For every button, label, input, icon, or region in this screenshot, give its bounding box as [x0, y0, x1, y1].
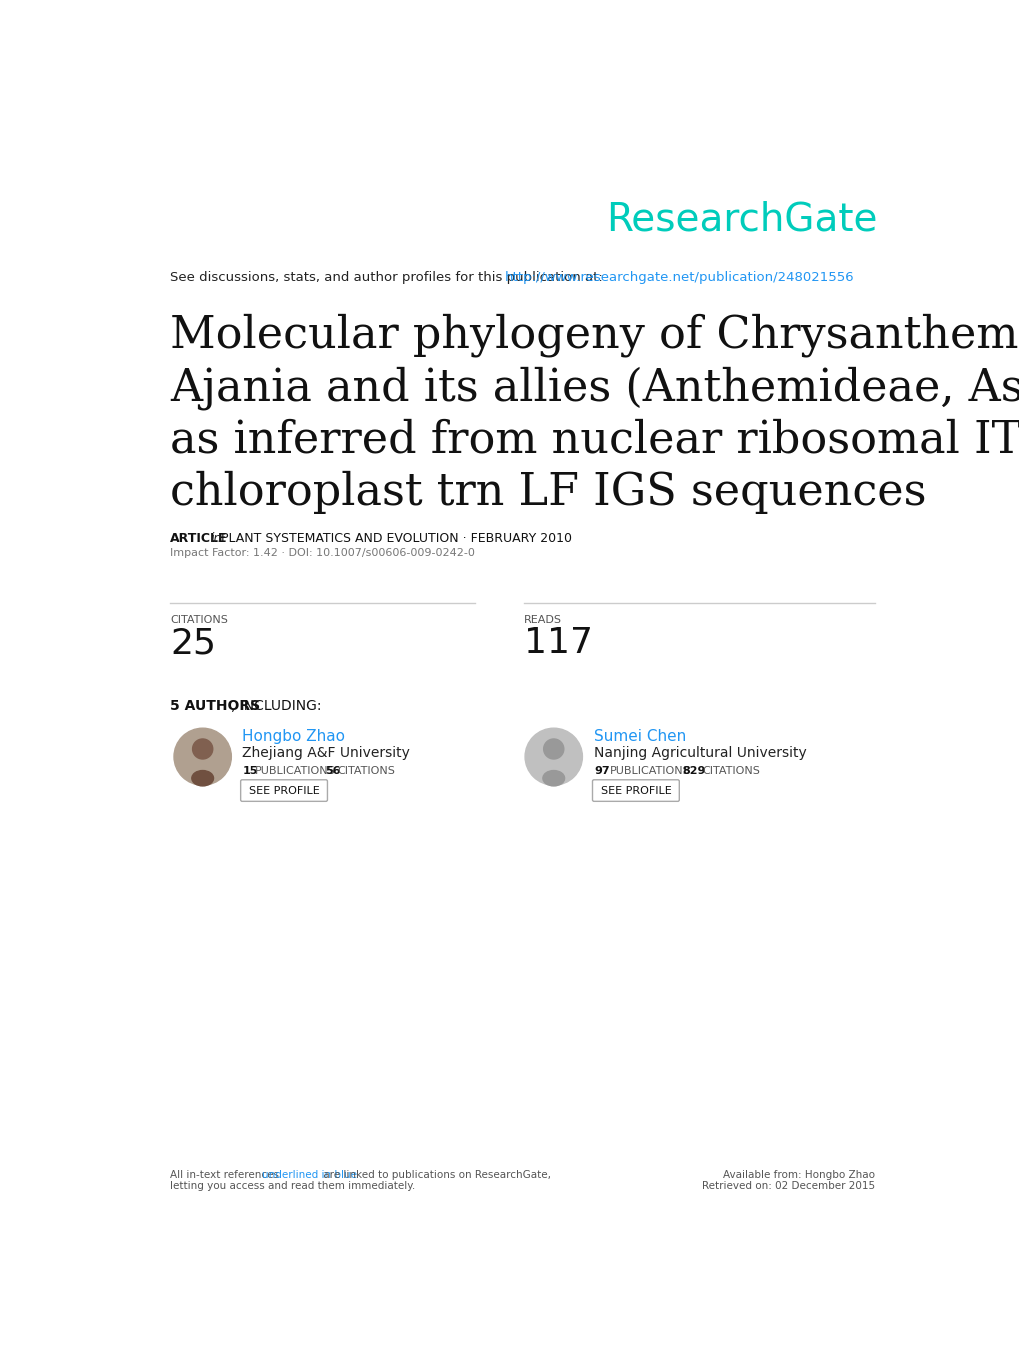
- Text: Sumei Chen: Sumei Chen: [593, 729, 686, 744]
- Text: 117: 117: [524, 626, 593, 661]
- Text: Available from: Hongbo Zhao: Available from: Hongbo Zhao: [722, 1169, 874, 1180]
- Text: Retrieved on: 02 December 2015: Retrieved on: 02 December 2015: [701, 1180, 874, 1191]
- Text: All in-text references: All in-text references: [170, 1169, 282, 1180]
- Text: See discussions, stats, and author profiles for this publication at:: See discussions, stats, and author profi…: [170, 272, 606, 284]
- Text: http://www.researchgate.net/publication/248021556: http://www.researchgate.net/publication/…: [504, 272, 854, 284]
- Text: as inferred from nuclear ribosomal ITS and: as inferred from nuclear ribosomal ITS a…: [170, 419, 1019, 462]
- Text: Ajania and its allies (Anthemideae, Asteraceae): Ajania and its allies (Anthemideae, Aste…: [170, 366, 1019, 410]
- Text: PUBLICATIONS: PUBLICATIONS: [609, 765, 691, 776]
- Text: Zhejiang A&F University: Zhejiang A&F University: [242, 746, 410, 760]
- Ellipse shape: [192, 771, 213, 786]
- Circle shape: [193, 740, 213, 758]
- Text: Impact Factor: 1.42 · DOI: 10.1007/s00606-009-0242-0: Impact Factor: 1.42 · DOI: 10.1007/s0060…: [170, 549, 475, 558]
- Text: SEE PROFILE: SEE PROFILE: [249, 787, 319, 796]
- Text: in: in: [210, 531, 221, 545]
- Text: 56: 56: [325, 765, 340, 776]
- Text: 5 AUTHORS: 5 AUTHORS: [170, 699, 260, 713]
- Text: ARTICLE: ARTICLE: [170, 531, 227, 545]
- Circle shape: [174, 729, 231, 786]
- Circle shape: [543, 740, 564, 758]
- Ellipse shape: [542, 771, 565, 786]
- Text: Hongbo Zhao: Hongbo Zhao: [242, 729, 344, 744]
- FancyBboxPatch shape: [592, 780, 679, 802]
- Text: CITATIONS: CITATIONS: [170, 615, 228, 625]
- Circle shape: [525, 729, 582, 786]
- FancyBboxPatch shape: [240, 780, 327, 802]
- Text: Molecular phylogeny of Chrysanthemum ,: Molecular phylogeny of Chrysanthemum ,: [170, 314, 1019, 357]
- Text: ResearchGate: ResearchGate: [605, 201, 876, 239]
- Text: are linked to publications on ResearchGate,: are linked to publications on ResearchGa…: [319, 1169, 550, 1180]
- Text: 15: 15: [242, 765, 258, 776]
- Text: PUBLICATIONS: PUBLICATIONS: [255, 765, 336, 776]
- Text: underlined in blue: underlined in blue: [261, 1169, 357, 1180]
- Text: Nanjing Agricultural University: Nanjing Agricultural University: [593, 746, 806, 760]
- Text: letting you access and read them immediately.: letting you access and read them immedia…: [170, 1180, 415, 1191]
- Text: CITATIONS: CITATIONS: [337, 765, 395, 776]
- Text: 829: 829: [682, 765, 705, 776]
- Text: CITATIONS: CITATIONS: [702, 765, 760, 776]
- Text: PLANT SYSTEMATICS AND EVOLUTION · FEBRUARY 2010: PLANT SYSTEMATICS AND EVOLUTION · FEBRUA…: [221, 531, 572, 545]
- Text: SEE PROFILE: SEE PROFILE: [600, 787, 671, 796]
- Text: 25: 25: [170, 626, 216, 661]
- Text: chloroplast trn LF IGS sequences: chloroplast trn LF IGS sequences: [170, 470, 925, 514]
- Text: READS: READS: [524, 615, 561, 625]
- Text: 97: 97: [593, 765, 609, 776]
- Text: , INCLUDING:: , INCLUDING:: [230, 699, 321, 713]
